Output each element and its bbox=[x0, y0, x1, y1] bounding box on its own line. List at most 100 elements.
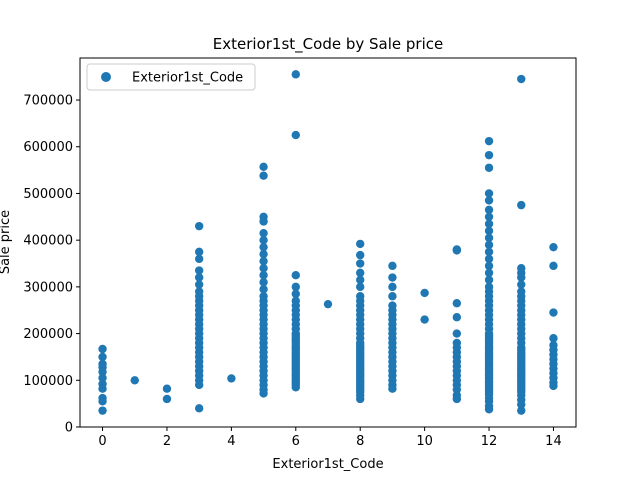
data-point bbox=[484, 205, 494, 214]
data-point bbox=[227, 374, 236, 383]
y-axis-ticks: 0 100000 200000 300000 400000 500000 600000 700… bbox=[23, 94, 80, 436]
data-point bbox=[98, 397, 107, 406]
data-point bbox=[194, 404, 204, 413]
data-point bbox=[356, 394, 365, 404]
data-point bbox=[356, 275, 365, 285]
chart-title: Exterior1st_Code by Sale price bbox=[213, 35, 443, 54]
data-point bbox=[549, 334, 558, 343]
data-point bbox=[259, 278, 268, 287]
data-point bbox=[484, 254, 494, 264]
data-point bbox=[259, 171, 268, 180]
data-point bbox=[194, 266, 204, 275]
data-point bbox=[98, 367, 107, 377]
data-points bbox=[98, 70, 558, 415]
data-point bbox=[194, 254, 204, 264]
data-point bbox=[484, 261, 494, 271]
data-point bbox=[194, 247, 204, 257]
x-tick-label: 0 bbox=[98, 434, 106, 449]
legend-label-exterior1st-code: Exterior1st_Code bbox=[132, 71, 243, 86]
y-tick-label: 400000 bbox=[23, 234, 73, 249]
data-point bbox=[356, 259, 365, 268]
data-point bbox=[484, 219, 494, 229]
data-point bbox=[259, 249, 268, 259]
data-point bbox=[130, 376, 139, 385]
legend: Exterior1st_Code bbox=[86, 63, 256, 91]
data-point bbox=[484, 275, 494, 285]
data-point bbox=[194, 273, 204, 282]
data-point bbox=[259, 389, 268, 398]
data-point bbox=[517, 400, 526, 409]
x-tick-label: 2 bbox=[163, 434, 171, 449]
data-point bbox=[259, 285, 268, 294]
x-tick-label: 14 bbox=[545, 434, 562, 449]
legend-marker-exterior1st-code bbox=[101, 72, 111, 82]
data-point bbox=[484, 189, 494, 198]
data-point bbox=[259, 235, 268, 245]
data-point bbox=[259, 271, 268, 280]
data-point bbox=[98, 352, 107, 362]
data-point bbox=[98, 344, 107, 354]
x-axis-title: Exterior1st_Code bbox=[272, 457, 383, 472]
data-point bbox=[323, 299, 333, 309]
data-point bbox=[388, 273, 397, 282]
data-point bbox=[98, 373, 107, 383]
data-point bbox=[259, 162, 268, 172]
data-point bbox=[291, 130, 300, 140]
y-tick-label: 500000 bbox=[23, 187, 73, 202]
data-point bbox=[452, 246, 462, 255]
data-point bbox=[291, 70, 300, 79]
data-point bbox=[388, 261, 397, 271]
data-point bbox=[291, 271, 300, 280]
y-tick-label: 0 bbox=[65, 421, 73, 436]
data-point bbox=[484, 196, 494, 205]
data-point bbox=[452, 329, 462, 338]
x-tick-label: 8 bbox=[356, 434, 364, 449]
data-point bbox=[420, 288, 429, 298]
data-point bbox=[291, 383, 300, 392]
data-point bbox=[517, 280, 526, 289]
data-point bbox=[452, 394, 462, 404]
data-point bbox=[259, 256, 268, 266]
data-point bbox=[388, 292, 397, 301]
x-tick-label: 4 bbox=[227, 434, 235, 449]
x-tick-label: 10 bbox=[416, 434, 433, 449]
data-point bbox=[259, 242, 268, 252]
y-tick-label: 600000 bbox=[23, 140, 73, 155]
data-point bbox=[517, 273, 526, 282]
axes-frame bbox=[79, 57, 577, 428]
data-point bbox=[388, 282, 397, 292]
legend-box bbox=[86, 63, 256, 91]
data-point bbox=[291, 282, 300, 292]
data-point bbox=[194, 221, 204, 231]
data-point bbox=[549, 308, 558, 317]
data-point bbox=[517, 200, 526, 210]
data-point bbox=[484, 233, 494, 243]
data-point bbox=[259, 263, 268, 273]
data-point bbox=[98, 406, 107, 415]
data-point bbox=[517, 74, 526, 84]
data-point bbox=[452, 313, 462, 322]
y-tick-label: 700000 bbox=[23, 94, 73, 109]
data-point bbox=[388, 384, 397, 393]
data-point bbox=[484, 240, 494, 250]
x-axis-ticks: 0 2 4 6 8 10 12 14 bbox=[98, 427, 562, 449]
data-point bbox=[98, 384, 107, 393]
y-tick-label: 200000 bbox=[23, 327, 73, 342]
data-point bbox=[259, 228, 268, 238]
data-point bbox=[356, 268, 365, 278]
data-point bbox=[194, 380, 204, 390]
data-point bbox=[356, 282, 365, 292]
data-point bbox=[162, 384, 172, 393]
x-tick-label: 12 bbox=[481, 434, 498, 449]
x-tick-label: 6 bbox=[292, 434, 300, 449]
data-point bbox=[484, 247, 494, 257]
data-point bbox=[484, 268, 494, 278]
data-point bbox=[517, 406, 526, 415]
y-tick-label: 100000 bbox=[23, 374, 73, 389]
data-point bbox=[484, 150, 494, 160]
data-point bbox=[484, 212, 494, 222]
data-point bbox=[452, 299, 462, 308]
data-point bbox=[549, 381, 558, 391]
data-point bbox=[259, 217, 268, 226]
